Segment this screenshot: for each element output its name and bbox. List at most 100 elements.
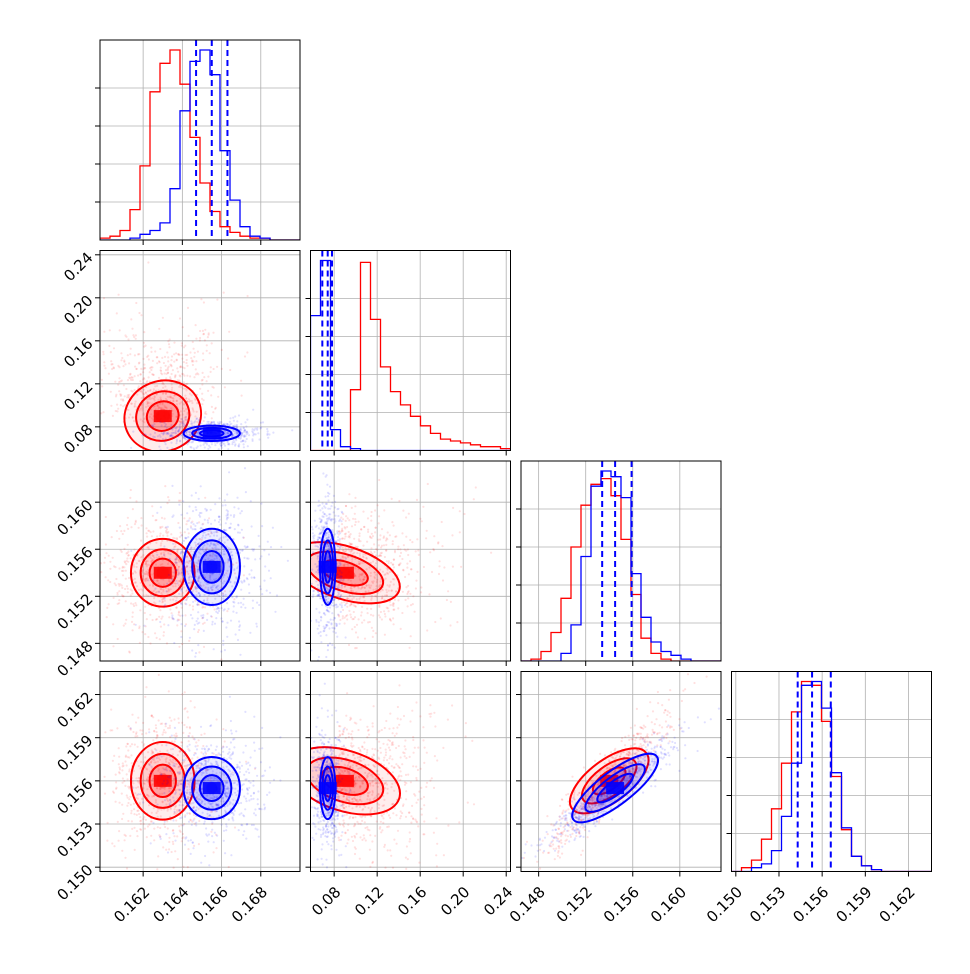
scatter-point <box>215 617 217 619</box>
scatter-point <box>144 433 146 435</box>
scatter-point <box>111 368 113 370</box>
scatter-point <box>116 312 118 314</box>
scatter-point <box>172 841 174 843</box>
scatter-point <box>384 615 386 617</box>
scatter-point <box>203 630 205 632</box>
scatter-point <box>377 504 379 506</box>
scatter-point <box>152 619 154 621</box>
scatter-point <box>181 358 183 360</box>
scatter-point <box>165 725 167 727</box>
scatter-point <box>128 756 130 758</box>
scatter-point <box>191 494 193 496</box>
scatter-point <box>229 527 231 529</box>
scatter-point <box>139 625 141 627</box>
scatter-point <box>190 441 192 443</box>
scatter-point <box>256 427 258 429</box>
scatter-point <box>168 499 170 501</box>
scatter-point <box>204 497 206 499</box>
scatter-point <box>392 543 394 545</box>
scatter-point <box>452 566 454 568</box>
scatter-point <box>156 535 158 537</box>
scatter-point <box>337 614 339 616</box>
scatter-point <box>124 363 126 365</box>
scatter-point <box>363 619 365 621</box>
scatter-point <box>374 509 376 511</box>
scatter-point <box>159 421 161 423</box>
scatter-point <box>118 294 120 296</box>
scatter-point <box>336 585 338 587</box>
scatter-point <box>142 358 144 360</box>
scatter-point <box>202 614 204 616</box>
scatter-point <box>181 345 183 347</box>
scatter-point <box>176 367 178 369</box>
scatter-point <box>312 532 314 534</box>
scatter-point <box>127 554 129 556</box>
scatter-point <box>211 835 213 837</box>
scatter-point <box>132 508 134 510</box>
scatter-point <box>159 621 161 623</box>
scatter-point <box>128 577 130 579</box>
scatter-point <box>214 503 216 505</box>
scatter-point <box>389 618 391 620</box>
scatter-point <box>176 440 178 442</box>
scatter-point <box>124 560 126 562</box>
scatter-point <box>135 604 137 606</box>
scatter-point <box>230 741 232 743</box>
scatter-point <box>213 648 215 650</box>
scatter-point <box>149 614 151 616</box>
scatter-point <box>245 431 247 433</box>
scatter-point <box>126 867 128 869</box>
scatter-point <box>133 803 135 805</box>
scatter-point <box>251 577 253 579</box>
scatter-point <box>137 793 139 795</box>
scatter-point <box>144 606 146 608</box>
scatter-point <box>180 535 182 537</box>
scatter-point <box>136 814 138 816</box>
scatter-point <box>124 623 126 625</box>
scatter-point <box>178 593 180 595</box>
scatter-point <box>180 831 182 833</box>
scatter-point <box>123 530 125 532</box>
scatter-point <box>268 570 270 572</box>
scatter-point <box>169 376 171 378</box>
scatter-point <box>95 795 97 797</box>
scatter-point <box>127 528 129 530</box>
scatter-point <box>171 612 173 614</box>
scatter-point <box>260 422 262 424</box>
scatter-point <box>242 549 244 551</box>
scatter-point <box>163 729 165 731</box>
scatter-point <box>204 446 206 448</box>
scatter-point <box>136 368 138 370</box>
scatter-point <box>391 521 393 523</box>
scatter-point <box>134 366 136 368</box>
scatter-point <box>129 796 131 798</box>
scatter-point <box>200 527 202 529</box>
scatter-point <box>366 541 368 543</box>
scatter-point <box>342 609 344 611</box>
scatter-point <box>335 606 337 608</box>
scatter-point <box>175 607 177 609</box>
scatter-point <box>227 357 229 359</box>
scatter-point <box>450 601 452 603</box>
scatter-point <box>406 593 408 595</box>
scatter-point <box>329 513 331 515</box>
scatter-point <box>370 520 372 522</box>
scatter-point <box>272 432 274 434</box>
scatter-point <box>263 808 265 810</box>
scatter-point <box>127 550 129 552</box>
scatter-point <box>182 732 184 734</box>
scatter-point <box>224 386 226 388</box>
scatter-point <box>339 623 341 625</box>
scatter-point <box>156 734 158 736</box>
scatter-point <box>169 608 171 610</box>
scatter-point <box>156 868 158 870</box>
scatter-point <box>139 816 141 818</box>
scatter-point <box>171 583 173 585</box>
scatter-point <box>226 515 228 517</box>
scatter-point <box>214 623 216 625</box>
scatter-point <box>169 799 171 801</box>
scatter-point <box>138 312 140 314</box>
scatter-point <box>177 858 179 860</box>
scatter-point <box>132 611 134 613</box>
scatter-point <box>227 441 229 443</box>
